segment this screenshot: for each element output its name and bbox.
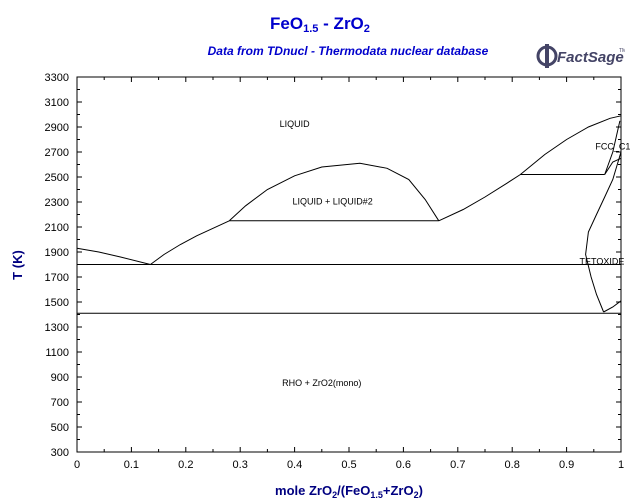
y-tick-label: 500 bbox=[51, 422, 69, 434]
y-tick-label: 1500 bbox=[45, 297, 69, 309]
y-tick-label: 700 bbox=[51, 397, 69, 409]
y-tick-label: 3300 bbox=[45, 72, 69, 84]
phase-boundary-line bbox=[76, 247, 151, 265]
x-tick-label: 0.7 bbox=[450, 459, 465, 471]
chart-subtitle: Data from TDnucl - Thermodata nuclear da… bbox=[207, 44, 489, 58]
y-tick-label: 2900 bbox=[45, 122, 69, 134]
chart-title: FeO1.5 - ZrO2 bbox=[270, 14, 370, 35]
y-tick-label: 1100 bbox=[45, 347, 69, 359]
phase-boundaries bbox=[76, 115, 622, 314]
y-tick-label: 1300 bbox=[45, 322, 69, 334]
factsage-logo-icon bbox=[536, 44, 558, 68]
phase-boundary-line bbox=[228, 162, 440, 222]
logo-text: FactSage bbox=[557, 49, 624, 66]
x-tick-label: 0.1 bbox=[124, 459, 139, 471]
x-tick-label: 0.9 bbox=[559, 459, 574, 471]
phase-label: FCC_C1 bbox=[595, 142, 630, 152]
x-tick-label: 0.8 bbox=[505, 459, 520, 471]
y-axis-label: T (K) bbox=[10, 250, 25, 280]
x-tick-label: 0.2 bbox=[178, 459, 193, 471]
phase-label: TETOXIDE bbox=[580, 257, 625, 267]
phase-label: RHO + ZrO2(mono) bbox=[282, 378, 361, 388]
phase-boundary-line bbox=[150, 220, 230, 265]
y-tick-label: 1900 bbox=[45, 247, 69, 259]
y-tick-label: 900 bbox=[51, 372, 69, 384]
phase-labels: LIQUID LIQUID + LIQUID#2 FCC_C1 TETOXIDE RHO… bbox=[280, 119, 631, 388]
y-tick-label: 2300 bbox=[45, 197, 69, 209]
y-tick-label: 1700 bbox=[45, 272, 69, 284]
phase-boundary-line bbox=[585, 151, 622, 313]
x-tick-label: 0.6 bbox=[396, 459, 411, 471]
phase-label: LIQUID bbox=[280, 119, 311, 129]
x-tick-label: 0.4 bbox=[287, 459, 302, 471]
x-tick-label: 0 bbox=[74, 459, 80, 471]
x-axis-label: mole ZrO2/(FeO1.5+ZrO2) bbox=[275, 483, 423, 500]
y-axis: 300 500 700 900 1100 1300 1500 1700 1900 2100 2300… bbox=[45, 72, 621, 459]
x-tick-label: 0.5 bbox=[341, 459, 356, 471]
factsage-logo: FactSage TM bbox=[535, 40, 626, 72]
y-tick-label: 3100 bbox=[45, 97, 69, 109]
phase-boundary-line bbox=[603, 300, 622, 313]
y-tick-label: 2500 bbox=[45, 172, 69, 184]
y-tick-label: 2100 bbox=[45, 222, 69, 234]
logo-tm: TM bbox=[619, 48, 625, 54]
phase-label: LIQUID + LIQUID#2 bbox=[293, 197, 373, 207]
x-axis: 0 0.1 0.2 0.3 0.4 0.5 0.6 0.7 0.8 0.9 1 bbox=[74, 77, 624, 471]
phase-boundary-line bbox=[604, 120, 621, 175]
x-tick-label: 1 bbox=[618, 459, 624, 471]
x-tick-label: 0.3 bbox=[233, 459, 248, 471]
phase-boundary-line bbox=[438, 115, 622, 222]
y-tick-label: 2700 bbox=[45, 147, 69, 159]
y-tick-label: 300 bbox=[51, 447, 69, 459]
